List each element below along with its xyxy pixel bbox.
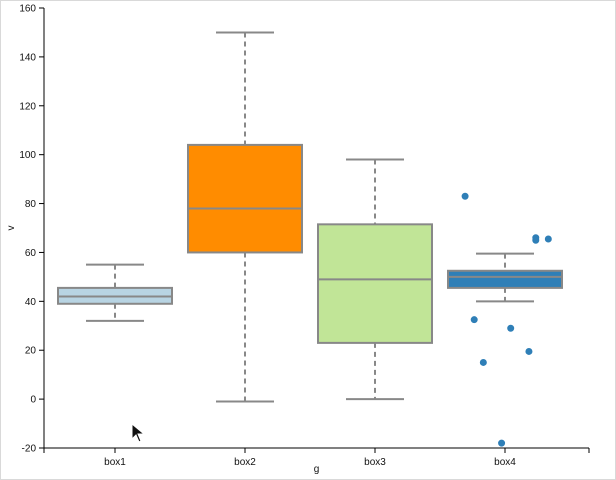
box-box4[interactable]: [447, 269, 563, 289]
outlier-point[interactable]: [532, 236, 540, 244]
y-tick-label: 20: [25, 346, 37, 357]
y-tick-label: 100: [19, 150, 36, 161]
x-tick-label: box2: [234, 457, 256, 468]
y-tick-label: 60: [25, 248, 37, 259]
y-tick-label: 0: [30, 395, 36, 406]
outlier-point[interactable]: [544, 235, 552, 243]
box-box2[interactable]: [187, 143, 303, 254]
y-tick-label: 80: [25, 199, 37, 210]
outlier-point[interactable]: [461, 192, 469, 200]
outlier-point[interactable]: [498, 439, 506, 447]
outlier-point[interactable]: [470, 316, 478, 324]
x-tick-label: box1: [104, 457, 126, 468]
y-tick-label: 120: [19, 101, 36, 112]
y-axis-title: v: [6, 226, 17, 231]
y-tick-label: 140: [19, 52, 36, 63]
mouse-pointer-icon: [131, 423, 145, 443]
y-tick-label: 40: [25, 297, 37, 308]
x-tick-label: box3: [364, 457, 386, 468]
box-box3[interactable]: [317, 223, 433, 344]
outlier-point[interactable]: [525, 347, 533, 355]
x-axis-title: g: [314, 464, 320, 475]
y-tick-label: 160: [19, 4, 36, 15]
y-tick-label: -20: [22, 444, 37, 455]
x-tick-label: box4: [494, 457, 516, 468]
outlier-point[interactable]: [507, 324, 515, 332]
outlier-point[interactable]: [479, 358, 487, 366]
